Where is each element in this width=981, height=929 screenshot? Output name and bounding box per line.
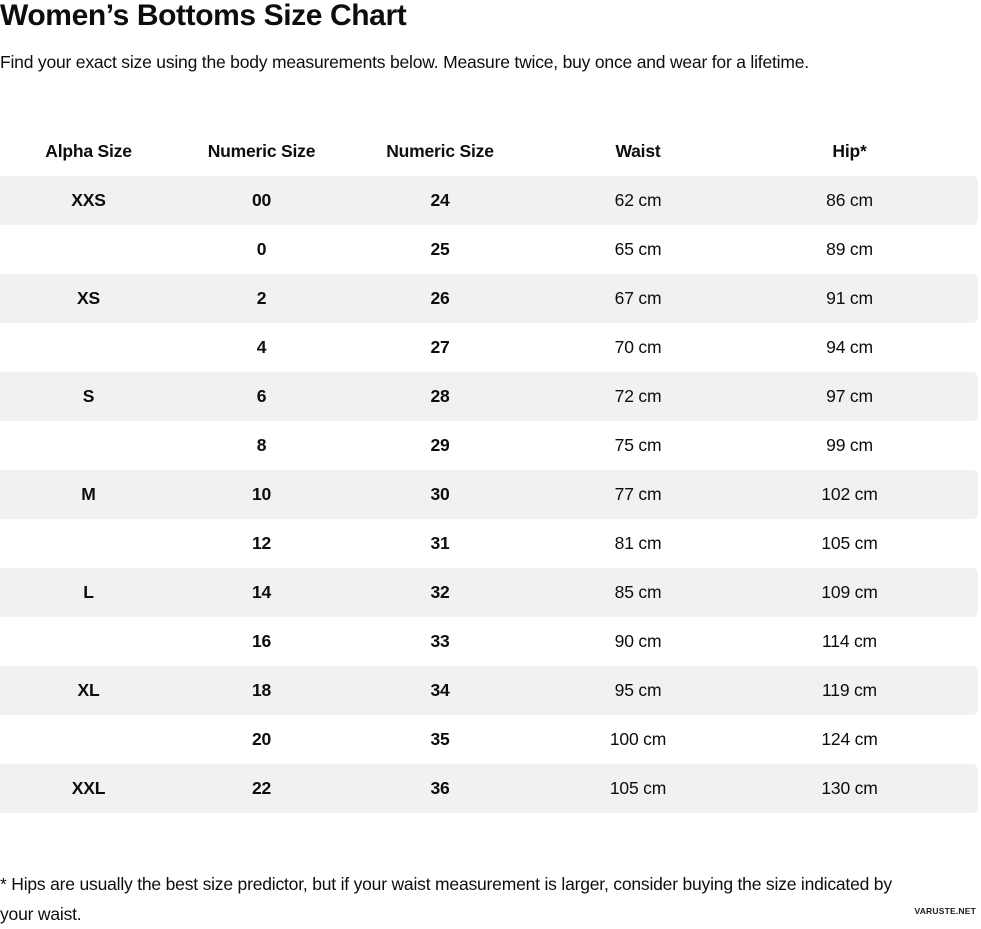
- alpha-size-cell: XXS: [71, 190, 106, 210]
- hip-cell: 119 cm: [822, 680, 877, 700]
- numeric-size-cell: 29: [430, 435, 450, 455]
- table-row: 20 35 100 cm 124 cm: [0, 715, 978, 764]
- hip-cell: 109 cm: [821, 582, 878, 602]
- numeric-size-cell: 18: [251, 680, 272, 700]
- hip-cell: 99 cm: [826, 435, 873, 455]
- table-row: M 10 30 77 cm 102 cm: [0, 470, 978, 519]
- waist-cell: 95 cm: [614, 680, 662, 700]
- table-row: 4 27 70 cm 94 cm: [0, 323, 978, 372]
- alpha-size-cell: XL: [77, 680, 100, 700]
- numeric-size-cell: 30: [430, 484, 450, 504]
- numeric-size-cell: 36: [430, 778, 450, 798]
- numeric-size-cell: 32: [430, 582, 450, 602]
- numeric-size-cell: 26: [430, 288, 450, 308]
- numeric-size-cell: 20: [251, 729, 272, 749]
- waist-cell: 85 cm: [614, 582, 662, 602]
- hip-cell: 94 cm: [826, 337, 873, 357]
- table-row: XL 18 34 95 cm 119 cm: [0, 666, 978, 715]
- waist-cell: 81 cm: [614, 533, 662, 553]
- page-subtitle: Find your exact size using the body meas…: [0, 52, 809, 72]
- hip-cell: 86 cm: [826, 190, 873, 210]
- alpha-size-cell: XXL: [71, 778, 106, 798]
- numeric-size-cell: 25: [430, 239, 450, 259]
- waist-cell: 70 cm: [614, 337, 662, 357]
- hip-cell: 105 cm: [821, 533, 878, 553]
- hip-cell: 130 cm: [821, 778, 878, 798]
- waist-cell: 72 cm: [614, 386, 662, 406]
- numeric-size-cell: 33: [430, 631, 450, 651]
- alpha-size-cell: S: [82, 386, 95, 406]
- numeric-size-cell: 22: [251, 778, 272, 798]
- size-chart-body: XXS 00 24 62 cm 86 cm 0 25 65 cm 89 cm XS 2 26 67 cm…: [0, 176, 981, 813]
- numeric-size-cell: 24: [430, 190, 450, 210]
- table-row: 16 33 90 cm 114 cm: [0, 617, 978, 666]
- numeric-size-cell: 0: [256, 239, 267, 259]
- column-header-numeric-size: Numeric Size: [386, 141, 494, 161]
- waist-cell: 75 cm: [614, 435, 662, 455]
- table-row: XXS 00 24 62 cm 86 cm: [0, 176, 978, 225]
- numeric-size-cell: 14: [251, 582, 272, 602]
- hip-cell: 102 cm: [821, 484, 878, 504]
- numeric-size-cell: 6: [256, 386, 267, 406]
- table-row: S 6 28 72 cm 97 cm: [0, 372, 978, 421]
- numeric-size-cell: 4: [256, 337, 267, 357]
- hip-cell: 91 cm: [826, 288, 873, 308]
- column-header-waist: Waist: [615, 141, 661, 161]
- waist-cell: 105 cm: [609, 778, 667, 798]
- table-row: XS 2 26 67 cm 91 cm: [0, 274, 978, 323]
- numeric-size-cell: 10: [251, 484, 272, 504]
- numeric-size-cell: 2: [256, 288, 267, 308]
- numeric-size-cell: 00: [251, 190, 272, 210]
- waist-cell: 67 cm: [614, 288, 662, 308]
- waist-cell: 100 cm: [609, 729, 667, 749]
- size-chart-table: Alpha Size Numeric Size Numeric Size Wai…: [0, 127, 981, 813]
- numeric-size-cell: 34: [430, 680, 450, 700]
- column-header-numeric-size: Numeric Size: [207, 141, 316, 161]
- numeric-size-cell: 28: [430, 386, 450, 406]
- numeric-size-cell: 8: [256, 435, 267, 455]
- table-row: 8 29 75 cm 99 cm: [0, 421, 978, 470]
- alpha-size-cell: M: [81, 484, 96, 504]
- waist-cell: 65 cm: [614, 239, 662, 259]
- hip-cell: 124 cm: [821, 729, 878, 749]
- hip-cell: 97 cm: [826, 386, 873, 406]
- numeric-size-cell: 35: [430, 729, 450, 749]
- table-row: 12 31 81 cm 105 cm: [0, 519, 978, 568]
- table-row: 0 25 65 cm 89 cm: [0, 225, 978, 274]
- table-row: L 14 32 85 cm 109 cm: [0, 568, 978, 617]
- alpha-size-cell: L: [83, 582, 94, 602]
- hip-cell: 89 cm: [826, 239, 873, 259]
- table-row: XXL 22 36 105 cm 130 cm: [0, 764, 978, 813]
- numeric-size-cell: 12: [251, 533, 272, 553]
- size-chart-header-row: Alpha Size Numeric Size Numeric Size Wai…: [0, 127, 978, 176]
- numeric-size-cell: 27: [430, 337, 450, 357]
- hip-cell: 114 cm: [822, 631, 877, 651]
- waist-cell: 90 cm: [614, 631, 662, 651]
- numeric-size-cell: 31: [430, 533, 450, 553]
- alpha-size-cell: XS: [77, 288, 100, 308]
- column-header-hip: Hip*: [832, 141, 867, 161]
- hip-footnote: * Hips are usually the best size predict…: [0, 874, 892, 924]
- numeric-size-cell: 16: [251, 631, 272, 651]
- waist-cell: 62 cm: [614, 190, 662, 210]
- column-header-alpha-size: Alpha Size: [45, 141, 132, 161]
- waist-cell: 77 cm: [614, 484, 662, 504]
- watermark-varuste-net: VARUSTE.NET: [914, 906, 976, 916]
- page-title: Women’s Bottoms Size Chart: [0, 0, 407, 32]
